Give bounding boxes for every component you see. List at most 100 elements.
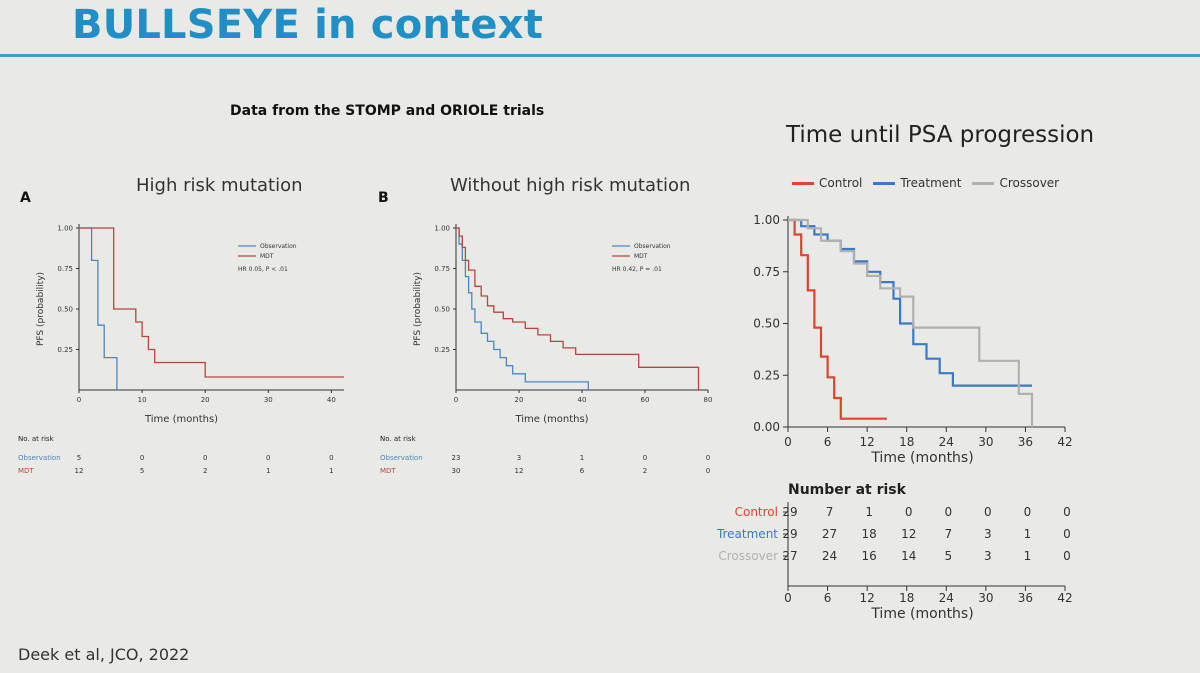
chart-2-risk-x-tick-label: 6 bbox=[824, 591, 832, 605]
legend-label-crossover: Crossover bbox=[999, 176, 1060, 190]
chart-2-risk-value: 14 bbox=[901, 549, 916, 563]
chart-2-x-tick-label: 42 bbox=[1057, 435, 1072, 449]
chart-1-x-axis-label: Time (months) bbox=[514, 414, 588, 425]
chart-0-risk-value: 1 bbox=[266, 467, 270, 475]
chart-1-risk-value: 0 bbox=[706, 454, 710, 462]
chart-1-x-tick-label: 40 bbox=[578, 396, 587, 404]
legend-label-control: Control bbox=[819, 176, 863, 190]
chart-2-y-tick-label: 0.25 bbox=[753, 368, 780, 382]
chart-0-legend-label-mdt: MDT bbox=[260, 253, 274, 260]
chart-1-risk-value: 0 bbox=[706, 467, 710, 475]
chart-0-y-tick-label: 0.75 bbox=[57, 265, 73, 273]
chart-1-x-tick-label: 0 bbox=[454, 396, 458, 404]
chart-0-risk-value: 0 bbox=[203, 454, 207, 462]
chart-2-x-tick-label: 24 bbox=[939, 435, 954, 449]
chart-2-risk-value: 1 bbox=[1024, 527, 1032, 541]
legend-label-treatment: Treatment bbox=[900, 176, 962, 190]
legend-swatch-treatment bbox=[873, 181, 896, 185]
chart-1-x-tick-label: 80 bbox=[704, 396, 713, 404]
chart-2-risk-x-tick-label: 36 bbox=[1018, 591, 1033, 605]
chart-2-risk-x-tick-label: 30 bbox=[978, 591, 993, 605]
chart-0-risk-header: No. at risk bbox=[18, 435, 55, 443]
chart-2-risk-x-tick-label: 42 bbox=[1057, 591, 1072, 605]
chart-2-risk-x-tick-label: 24 bbox=[939, 591, 954, 605]
chart-1-y-tick-label: 0.50 bbox=[434, 305, 450, 313]
chart-2-risk-value: 29 bbox=[782, 505, 797, 519]
chart-2-x-tick-label: 0 bbox=[784, 435, 792, 449]
chart-2-risk-label-treatment: Treatment bbox=[716, 527, 778, 541]
chart-2-risk-value: 0 bbox=[1063, 505, 1071, 519]
chart-1-risk-value: 1 bbox=[580, 454, 584, 462]
chart-2-risk-x-tick-label: 12 bbox=[860, 591, 875, 605]
chart-0-x-tick-label: 40 bbox=[327, 396, 336, 404]
chart-1-risk-label-observation: Observation bbox=[380, 454, 423, 462]
title-divider bbox=[0, 54, 1200, 57]
chart-2-risk-value: 27 bbox=[822, 527, 837, 541]
chart-2-risk-value: 0 bbox=[1063, 549, 1071, 563]
chart-0-y-tick-label: 0.50 bbox=[57, 305, 73, 313]
chart-2-y-tick-label: 0.50 bbox=[753, 317, 780, 331]
psa-chart-title: Time until PSA progression bbox=[786, 122, 1095, 148]
chart-2-risk-value: 27 bbox=[782, 549, 797, 563]
chart-2-risk-value: 0 bbox=[944, 505, 952, 519]
chart-0-x-tick-label: 30 bbox=[264, 396, 273, 404]
chart-2-risk-value: 24 bbox=[822, 549, 837, 563]
chart-0-risk-value: 5 bbox=[77, 454, 81, 462]
chart-0-series-observation bbox=[79, 227, 118, 390]
chart-2-y-tick-label: 0.00 bbox=[753, 420, 780, 434]
chart-2-series-control bbox=[788, 218, 887, 420]
chart-1-x-tick-label: 20 bbox=[515, 396, 524, 404]
chart-2-risk-value: 18 bbox=[862, 527, 877, 541]
panel-b-title: Without high risk mutation bbox=[450, 175, 691, 196]
chart-0-risk-value: 0 bbox=[266, 454, 270, 462]
slide-title: BULLSEYE in context bbox=[72, 2, 544, 48]
chart-1-risk-label-mdt: MDT bbox=[380, 467, 396, 475]
panel-a-title: High risk mutation bbox=[136, 175, 303, 196]
chart-2-risk-value: 16 bbox=[862, 549, 877, 563]
chart-2-risk-value: 0 bbox=[984, 505, 992, 519]
panel-a-letter: A bbox=[20, 190, 31, 206]
chart-2-risk-x-tick-label: 18 bbox=[899, 591, 914, 605]
citation: Deek et al, JCO, 2022 bbox=[18, 645, 190, 664]
chart-2-risk-value: 0 bbox=[1024, 505, 1032, 519]
chart-2-risk-value: 7 bbox=[826, 505, 834, 519]
psa-legend: Control Treatment Crossover bbox=[792, 176, 1059, 190]
chart-2-risk-value: 3 bbox=[984, 527, 992, 541]
chart-2-x-tick-label: 6 bbox=[824, 435, 832, 449]
chart-1-y-tick-label: 1.00 bbox=[434, 224, 450, 232]
chart-1-risk-value: 2 bbox=[643, 467, 647, 475]
chart-0-risk-value: 0 bbox=[329, 454, 333, 462]
chart-0-y-axis-label: PFS (probability) bbox=[36, 272, 46, 346]
chart-1-risk-value: 23 bbox=[452, 454, 461, 462]
chart-0-x-tick-label: 20 bbox=[201, 396, 210, 404]
chart-1-legend-label-observation: Observation bbox=[634, 243, 671, 250]
chart-1-x-tick-label: 60 bbox=[641, 396, 650, 404]
chart-1-y-tick-label: 0.75 bbox=[434, 265, 450, 273]
chart-2-risk-value: 0 bbox=[905, 505, 913, 519]
chart-2-x-tick-label: 36 bbox=[1018, 435, 1033, 449]
chart-1-risk-header: No. at risk bbox=[380, 435, 417, 443]
chart-1-series-mdt bbox=[456, 227, 700, 390]
chart-0-risk-label-observation: Observation bbox=[18, 454, 61, 462]
chart-1-risk-value: 12 bbox=[515, 467, 524, 475]
legend-swatch-control bbox=[792, 181, 814, 185]
chart-2-risk-x-tick-label: 0 bbox=[784, 591, 792, 605]
slide-subtitle: Data from the STOMP and ORIOLE trials bbox=[230, 103, 545, 119]
chart-1-y-tick-label: 0.25 bbox=[434, 346, 450, 354]
chart-2-risk-value: 1 bbox=[1024, 549, 1032, 563]
chart-0-risk-value: 2 bbox=[203, 467, 207, 475]
chart-0-y-tick-label: 1.00 bbox=[57, 224, 73, 232]
chart-2-risk-value: 29 bbox=[782, 527, 797, 541]
chart-2-y-tick-label: 0.75 bbox=[753, 265, 780, 279]
chart-2-risk-label-crossover: Crossover bbox=[718, 549, 778, 563]
chart-2-x-axis-label: Time (months) bbox=[870, 450, 973, 466]
chart-0-legend-label-observation: Observation bbox=[260, 243, 297, 250]
chart-0-y-tick-label: 0.25 bbox=[57, 346, 73, 354]
chart-1-legend-label-mdt: MDT bbox=[634, 253, 648, 260]
chart-1-risk-value: 6 bbox=[580, 467, 585, 475]
chart-2-risk-value: 0 bbox=[1063, 527, 1071, 541]
chart-2-risk-value: 7 bbox=[944, 527, 952, 541]
chart-0-risk-label-mdt: MDT bbox=[18, 467, 34, 475]
chart-2-series-crossover bbox=[788, 218, 1034, 427]
